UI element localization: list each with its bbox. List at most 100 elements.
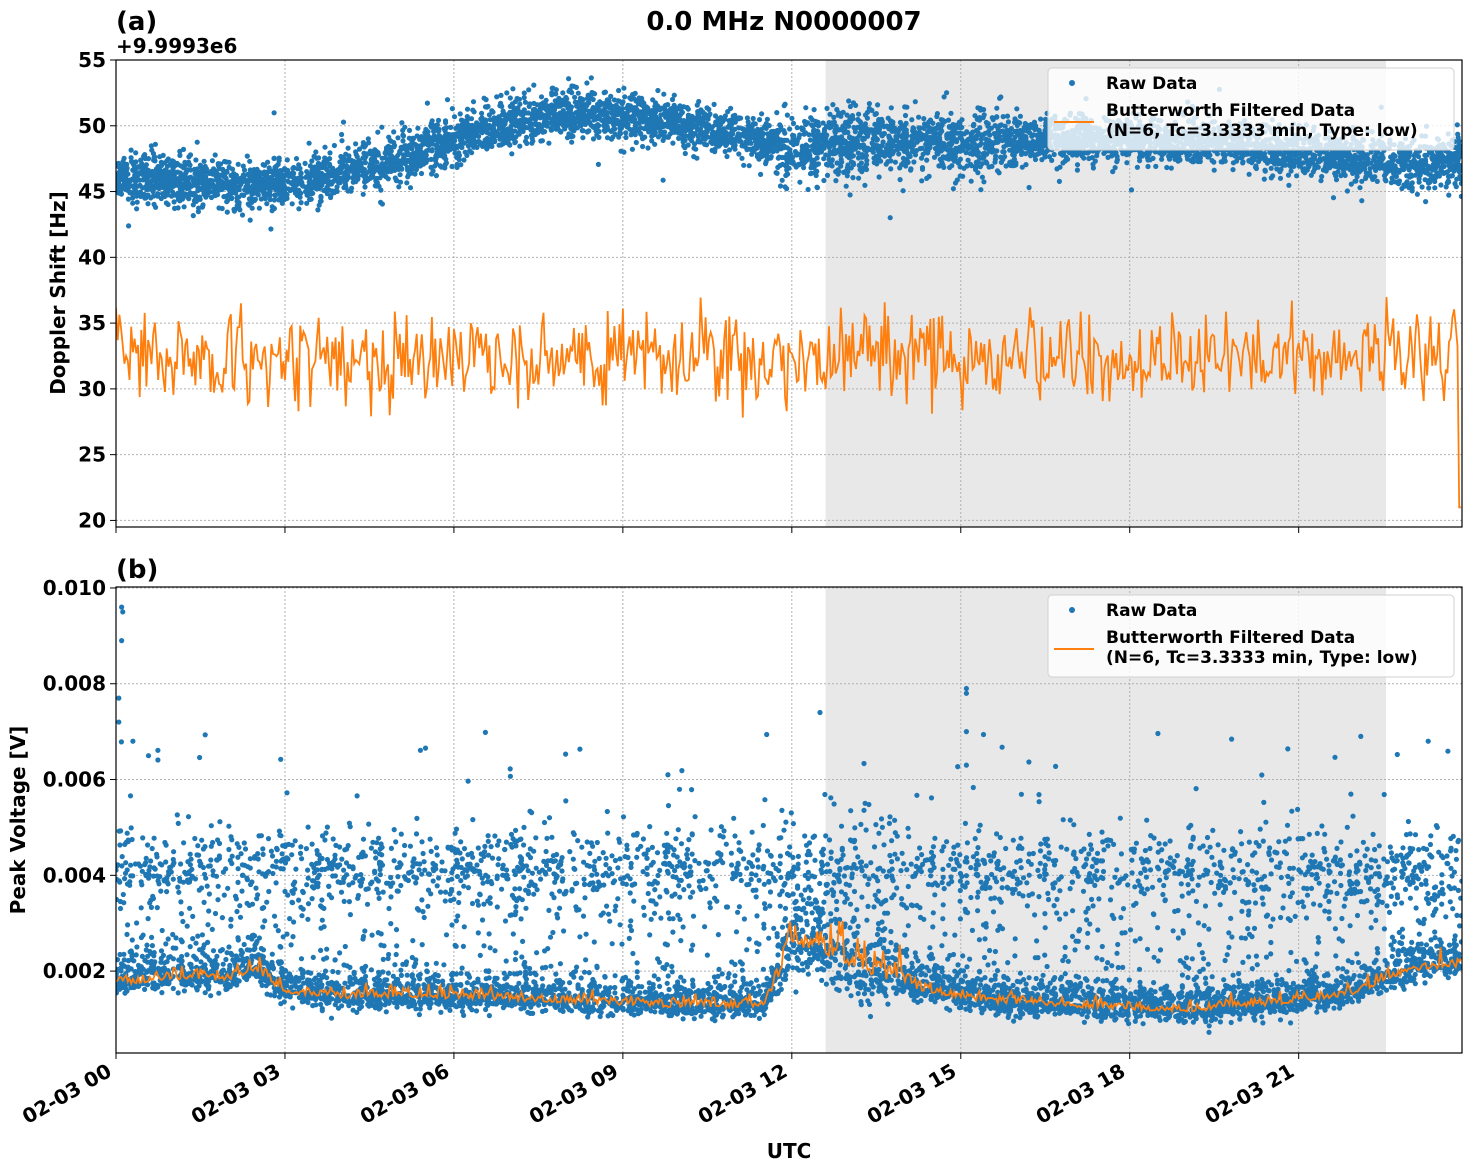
raw-data-point bbox=[716, 134, 722, 140]
raw-data-point bbox=[880, 132, 886, 138]
raw-data-point bbox=[143, 162, 149, 168]
raw-data-point bbox=[1396, 167, 1402, 173]
raw-data-point bbox=[887, 215, 893, 221]
raw-data-point bbox=[192, 196, 198, 202]
raw-data-point bbox=[876, 174, 882, 180]
raw-data-point bbox=[1011, 152, 1017, 158]
raw-data-point bbox=[134, 206, 140, 212]
raw-data-point bbox=[215, 162, 221, 168]
raw-data-point bbox=[797, 179, 803, 185]
raw-data-point bbox=[1359, 198, 1365, 204]
raw-data-point bbox=[897, 165, 903, 171]
raw-data-point bbox=[498, 142, 504, 148]
raw-data-point bbox=[691, 145, 697, 151]
raw-data-point bbox=[773, 170, 779, 176]
raw-data-point bbox=[844, 173, 850, 179]
raw-data-point bbox=[521, 90, 527, 96]
raw-data-point bbox=[865, 131, 871, 137]
raw-data-point bbox=[627, 95, 633, 101]
raw-data-point bbox=[181, 204, 187, 210]
raw-data-point bbox=[331, 142, 337, 149]
raw-data-point bbox=[1051, 151, 1057, 158]
raw-data-point bbox=[223, 193, 229, 199]
raw-data-point bbox=[1268, 175, 1274, 181]
raw-data-point bbox=[201, 158, 207, 164]
raw-data-point bbox=[256, 205, 262, 211]
raw-data-point bbox=[671, 92, 677, 98]
raw-data-point bbox=[1419, 184, 1425, 190]
raw-data-point bbox=[584, 95, 591, 101]
raw-data-point bbox=[216, 205, 222, 211]
raw-data-point bbox=[840, 150, 846, 156]
raw-data-point bbox=[302, 160, 308, 166]
raw-data-point bbox=[844, 153, 850, 159]
figure-title: 0.0 MHz N0000007 bbox=[646, 7, 921, 37]
raw-data-point bbox=[507, 103, 513, 109]
raw-data-point bbox=[741, 162, 747, 168]
raw-data-point bbox=[304, 200, 310, 206]
raw-data-point bbox=[807, 137, 814, 143]
raw-data-point bbox=[1090, 161, 1096, 167]
raw-data-point bbox=[846, 123, 852, 129]
raw-data-point bbox=[912, 99, 918, 105]
raw-data-point bbox=[608, 136, 615, 142]
raw-data-point bbox=[522, 99, 529, 105]
raw-data-point bbox=[388, 138, 394, 144]
raw-data-point bbox=[779, 177, 785, 183]
raw-data-point bbox=[276, 158, 282, 164]
raw-data-point bbox=[1042, 116, 1049, 122]
raw-data-point bbox=[258, 196, 264, 202]
raw-data-point bbox=[194, 139, 200, 145]
raw-data-point bbox=[981, 112, 987, 118]
raw-data-point bbox=[315, 171, 321, 177]
raw-data-point bbox=[1258, 156, 1264, 162]
raw-data-point bbox=[1218, 159, 1224, 165]
raw-data-point bbox=[775, 164, 781, 170]
raw-data-point bbox=[1014, 106, 1020, 112]
raw-data-point bbox=[1379, 162, 1385, 168]
raw-data-point bbox=[725, 109, 731, 115]
raw-data-point bbox=[759, 111, 765, 117]
raw-data-point bbox=[429, 147, 435, 153]
raw-data-point bbox=[1000, 114, 1006, 120]
raw-data-point bbox=[584, 102, 590, 109]
raw-data-point bbox=[834, 160, 840, 166]
raw-data-point bbox=[747, 146, 753, 152]
raw-data-point bbox=[131, 163, 137, 169]
raw-data-point bbox=[888, 166, 894, 172]
raw-data-point bbox=[1030, 138, 1036, 144]
raw-data-point bbox=[985, 145, 991, 152]
raw-data-point bbox=[1342, 172, 1348, 178]
raw-data-point bbox=[164, 158, 170, 164]
raw-data-point bbox=[855, 150, 862, 156]
raw-data-point bbox=[758, 171, 764, 177]
raw-data-point bbox=[1153, 163, 1159, 169]
raw-data-point bbox=[984, 160, 990, 166]
raw-data-point bbox=[902, 112, 909, 119]
raw-data-point bbox=[1353, 178, 1359, 184]
raw-data-point bbox=[193, 157, 199, 163]
raw-data-point bbox=[1110, 169, 1116, 175]
raw-data-point bbox=[506, 141, 512, 147]
raw-data-point bbox=[584, 80, 590, 86]
panel-a-label: (a) bbox=[116, 7, 157, 37]
raw-data-point bbox=[830, 102, 836, 108]
raw-data-point bbox=[140, 177, 146, 183]
raw-data-point bbox=[824, 105, 830, 111]
y-axis-label-b: Peak Voltage [V] bbox=[6, 726, 30, 915]
raw-data-point bbox=[908, 166, 914, 172]
raw-data-point bbox=[940, 146, 947, 152]
raw-data-point bbox=[632, 90, 638, 96]
raw-data-point bbox=[787, 126, 793, 132]
raw-data-point bbox=[194, 166, 200, 172]
raw-data-point bbox=[736, 151, 742, 157]
raw-data-point bbox=[309, 158, 315, 164]
raw-data-point bbox=[847, 192, 853, 198]
raw-data-point bbox=[403, 143, 409, 149]
raw-data-point bbox=[400, 132, 406, 138]
raw-data-point bbox=[269, 208, 275, 214]
raw-data-point bbox=[212, 152, 218, 158]
raw-data-point bbox=[1060, 160, 1066, 166]
raw-data-point bbox=[335, 171, 341, 177]
